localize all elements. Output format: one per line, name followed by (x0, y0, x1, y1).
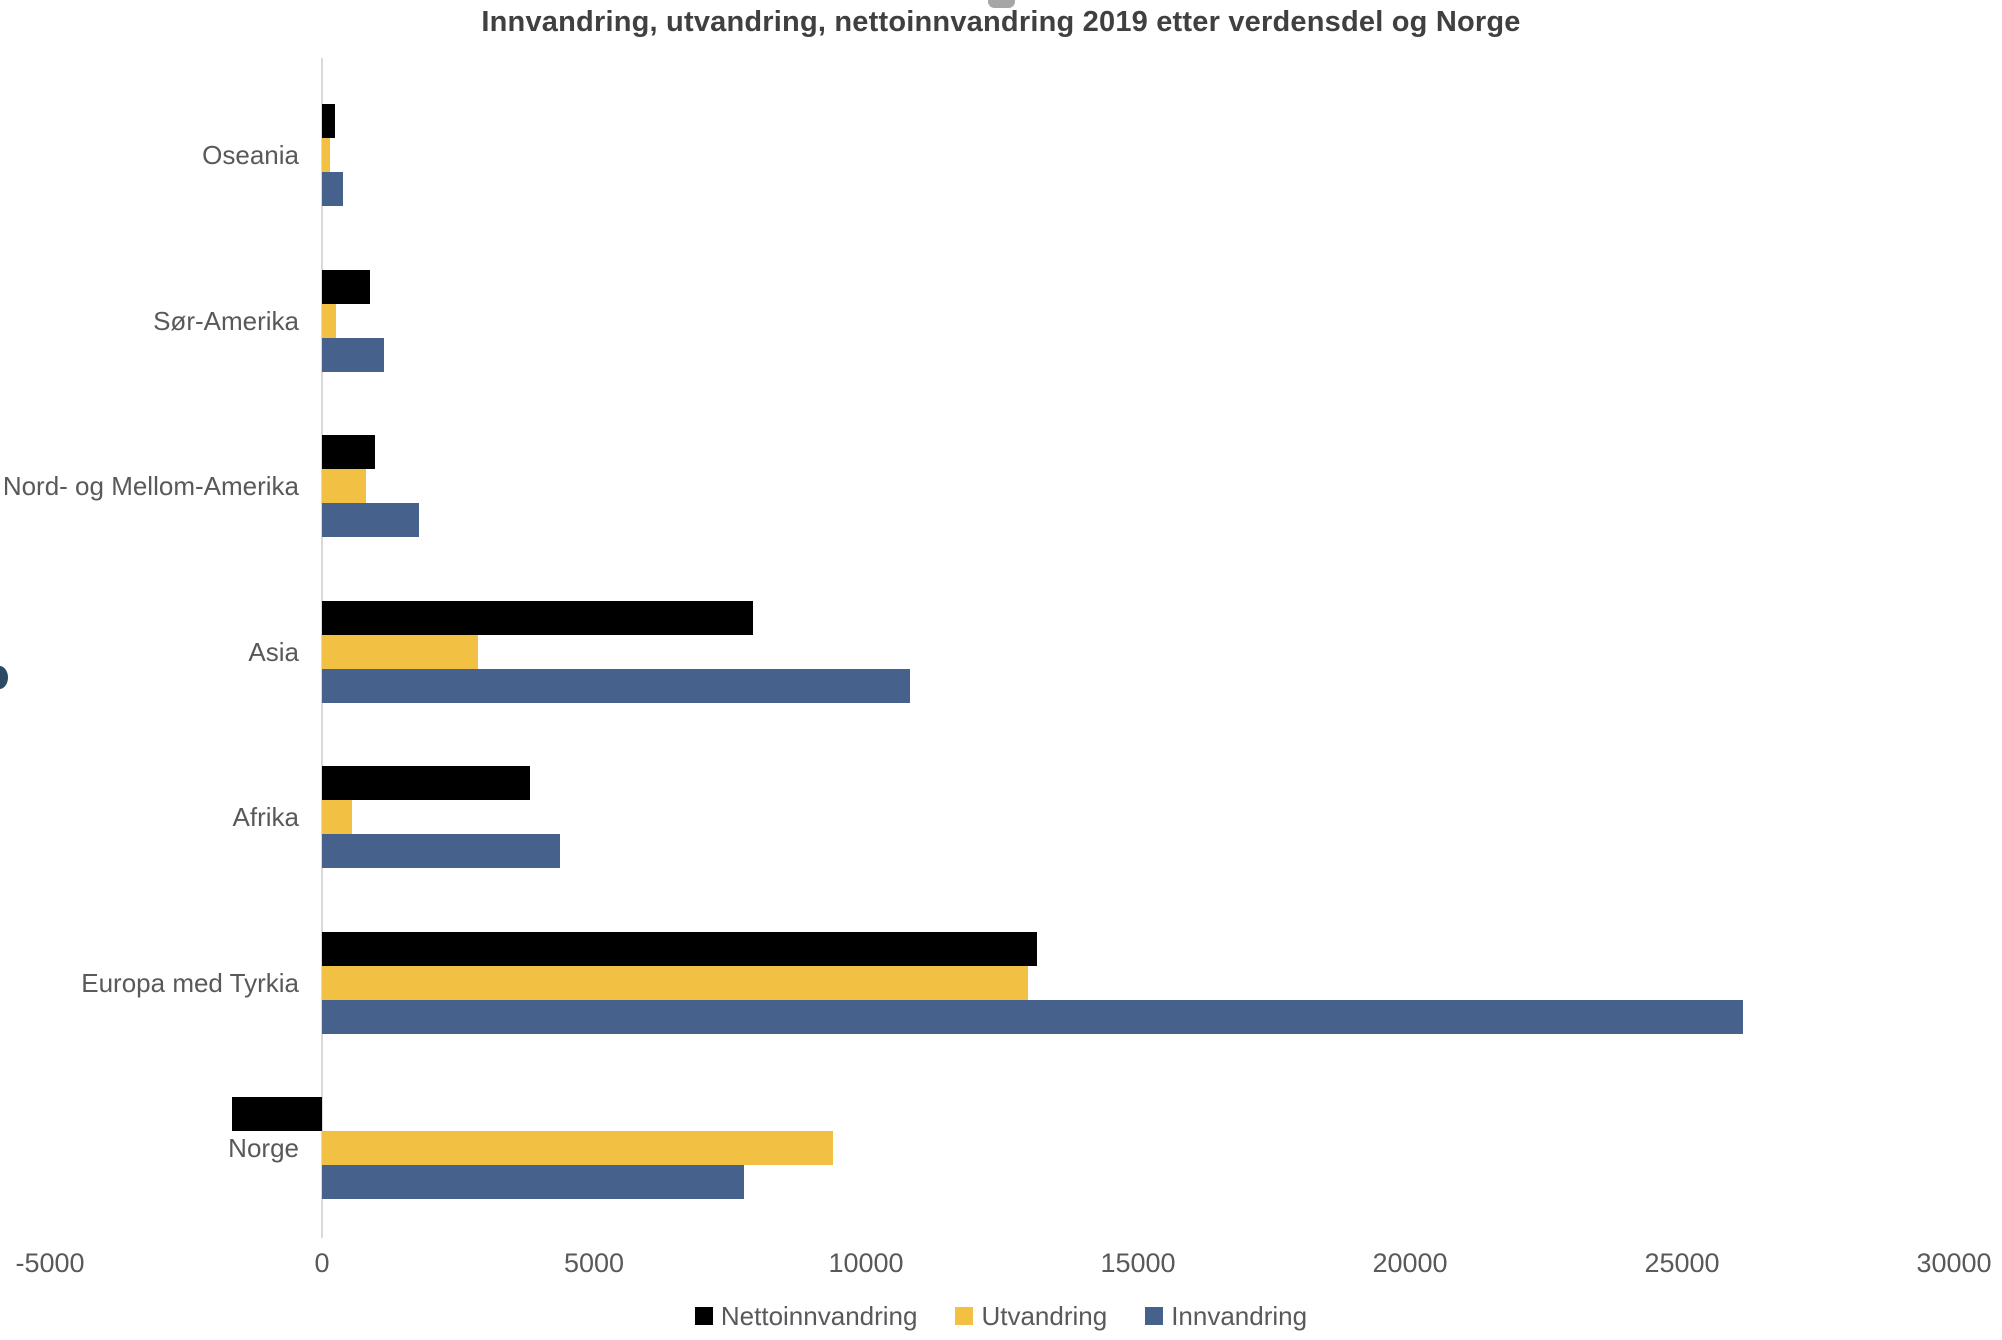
x-axis-tick-label: 5000 (563, 1248, 625, 1278)
bar-innvandring-nord-og-mellom-amerika (322, 503, 420, 537)
legend: Nettoinnvandring Utvandring Innvandring (0, 1297, 2002, 1335)
bar-utvandring-s-r-amerika (322, 303, 337, 338)
legend-label-innvandring: Innvandring (1171, 1300, 1308, 1331)
legend-swatch-nettoinnvandring (694, 1307, 713, 1325)
bar-nettoinnvandring-s-r-amerika (322, 269, 370, 304)
x-axis-tick-label: 30000 (1916, 1248, 1992, 1278)
bar-innvandring-oseania (322, 172, 343, 206)
legend-swatch-innvandring (1145, 1307, 1164, 1325)
bar-innvandring-asia (322, 668, 910, 703)
bar-nettoinnvandring-afrika (322, 766, 530, 800)
bar-innvandring-afrika (322, 834, 560, 868)
left-edge-artifact (0, 666, 8, 689)
x-axis-tick-label: 15000 (1100, 1248, 1176, 1278)
bar-utvandring-oseania (322, 138, 331, 172)
selection-handle-artifact (988, 0, 1015, 8)
category-label-norge: Norge (228, 1133, 299, 1163)
category-label-nord-og-mellom-amerika: Nord- og Mellom-Amerika (2, 471, 299, 501)
chart-title: Innvandring, utvandring, nettoinnvandrin… (481, 6, 1521, 38)
category-label-asia: Asia (248, 636, 299, 667)
legend-swatch-utvandring (955, 1307, 974, 1325)
x-axis-tick-label: -5000 (15, 1248, 85, 1278)
bar-utvandring-asia (322, 634, 479, 669)
category-label-europa-med-tyrkia: Europa med Tyrkia (81, 967, 299, 998)
bar-utvandring-nord-og-mellom-amerika (322, 469, 367, 503)
x-axis-tick-label: 10000 (828, 1248, 904, 1278)
bar-innvandring-s-r-amerika (322, 337, 385, 372)
x-axis-tick-label: 0 (314, 1248, 330, 1278)
category-label-oseania: Oseania (202, 140, 299, 170)
legend-item-innvandring: Innvandring (1145, 1301, 1307, 1332)
legend-item-nettoinnvandring: Nettoinnvandring (694, 1300, 918, 1332)
x-axis-tick-label: 25000 (1644, 1248, 1720, 1278)
bar-nettoinnvandring-oseania (322, 104, 335, 138)
bar-utvandring-afrika (322, 800, 352, 834)
bar-nettoinnvandring-europa-med-tyrkia (322, 931, 1038, 966)
bar-innvandring-europa-med-tyrkia (322, 999, 1744, 1034)
category-label-s-r-amerika: Sør-Amerika (153, 305, 299, 336)
legend-item-utvandring: Utvandring (955, 1301, 1107, 1332)
bar-utvandring-norge (322, 1131, 834, 1165)
bar-nettoinnvandring-asia (322, 600, 754, 635)
bar-nettoinnvandring-norge (232, 1097, 322, 1131)
bar-nettoinnvandring-nord-og-mellom-amerika (322, 435, 376, 469)
category-label-afrika: Afrika (232, 802, 299, 832)
x-axis-tick-label: 20000 (1372, 1248, 1448, 1278)
legend-label-utvandring: Utvandring (981, 1300, 1108, 1331)
bar-innvandring-norge (322, 1165, 744, 1199)
legend-label-nettoinnvandring: Nettoinnvandring (720, 1300, 918, 1331)
bar-utvandring-europa-med-tyrkia (322, 965, 1029, 1000)
